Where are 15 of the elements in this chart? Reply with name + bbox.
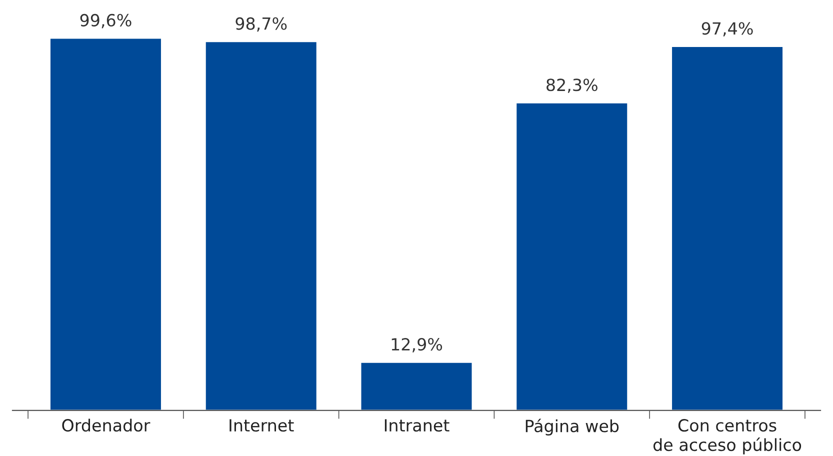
data-label: 99,6%: [80, 14, 132, 28]
bar: [670, 46, 784, 410]
data-label: 98,7%: [236, 17, 287, 32]
x-tick-label: Intranet: [384, 419, 450, 432]
bar: [515, 102, 629, 410]
data-label: 12,9%: [392, 338, 442, 352]
data-label: 97,4%: [702, 22, 753, 36]
data-label: 82,3%: [546, 78, 598, 93]
x-tick-label: Con centros de acceso público: [653, 419, 802, 454]
x-tick-label: Internet: [230, 419, 294, 432]
x-tick-label: Página web: [526, 418, 619, 436]
bar: [204, 40, 318, 410]
bar: [49, 37, 162, 410]
bar: [360, 361, 474, 410]
x-tick-label: Ordenador: [62, 418, 150, 432]
